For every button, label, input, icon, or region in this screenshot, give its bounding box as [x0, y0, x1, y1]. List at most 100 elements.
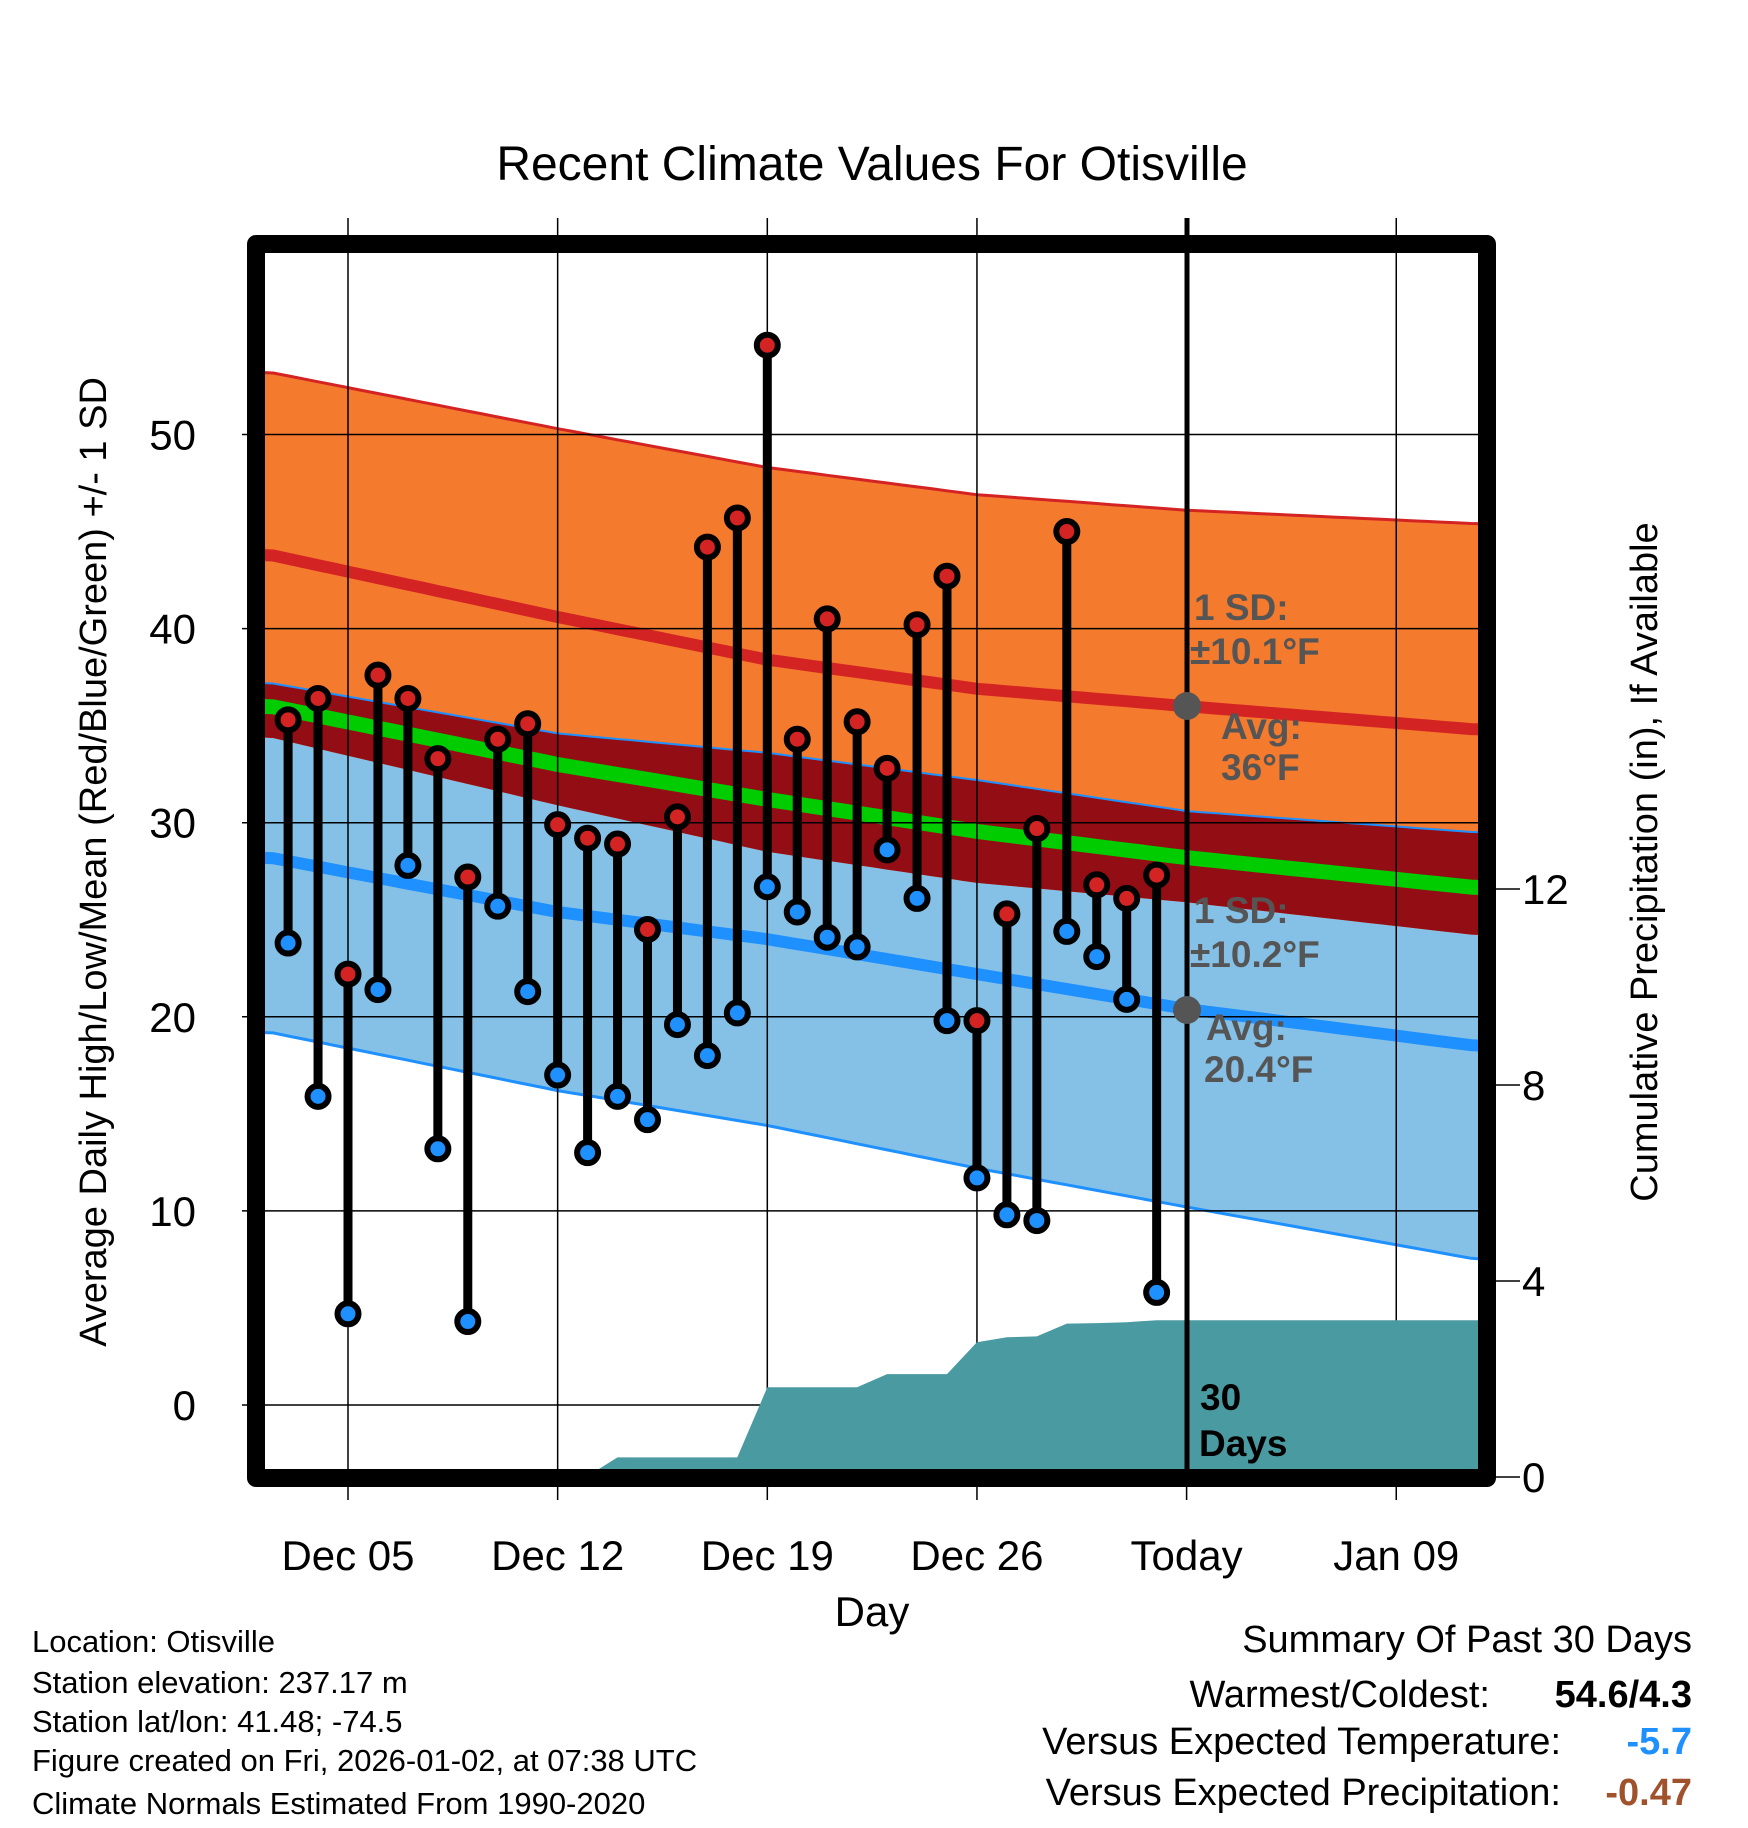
low-temp-point — [394, 851, 422, 879]
low-temp-point — [634, 1106, 661, 1134]
chart-title: Recent Climate Values For Otisville — [496, 138, 1247, 191]
annotations: 1 SD: ±10.1°F Avg: 36°F 1 SD: ±10.2°F Av… — [1173, 587, 1320, 1464]
x-tick-label: Dec 05 — [281, 1532, 414, 1579]
low-avg-value: 20.4°F — [1204, 1049, 1313, 1090]
low-temp-point — [963, 1164, 991, 1192]
y-tick-label: 30 — [149, 800, 196, 847]
y-tick-label: 40 — [149, 606, 196, 653]
summary: Summary Of Past 30 Days Warmest/Coldest:… — [1042, 1619, 1692, 1814]
precip-fill — [598, 1320, 1478, 1469]
high-upper-sd-line — [265, 371, 1478, 526]
station-info: Location: Otisville Station elevation: 2… — [32, 1624, 697, 1821]
low-temp-point — [693, 1042, 721, 1070]
low-temp-point — [783, 898, 811, 926]
low-temp-point — [903, 884, 931, 912]
x-tick-label: Dec 19 — [701, 1532, 834, 1579]
normal-bands — [265, 371, 1478, 1261]
high-temp-point — [424, 745, 452, 773]
low-temp-point — [1113, 985, 1141, 1013]
high-avg-line — [265, 549, 1478, 736]
low-temp-point — [663, 1011, 691, 1039]
axes: 0 10 20 30 40 50 0 4 8 12 Dec 05 Dec 12 Dec 19 Dec 26… — [149, 412, 1568, 1580]
y2-tick-label: 12 — [1522, 866, 1569, 913]
high-temp-point — [1143, 861, 1171, 889]
high-temp-point — [304, 684, 332, 712]
temp-departure-value: -5.7 — [1627, 1721, 1692, 1763]
temp-departure-label: Versus Expected Temperature: — [1042, 1721, 1561, 1763]
x-axis-label: Day — [835, 1588, 910, 1635]
low-temp-point — [304, 1082, 332, 1110]
low-temp-point — [843, 933, 871, 961]
y-tick-label: 50 — [149, 412, 196, 459]
low-temp-point — [933, 1007, 961, 1035]
y2-tick-label: 0 — [1522, 1454, 1545, 1501]
elevation-text: Station elevation: 237.17 m — [32, 1665, 408, 1700]
high-temp-point — [1113, 884, 1141, 912]
high-avg-value: 36°F — [1221, 747, 1300, 788]
low-temp-point — [1023, 1207, 1051, 1235]
mean-line — [265, 698, 1478, 895]
low-temp-point — [1143, 1278, 1171, 1306]
high-temp-point — [693, 533, 721, 561]
high-avg-label: Avg: — [1221, 706, 1302, 747]
plot-frame — [247, 235, 1496, 1487]
high-temp-point — [544, 811, 572, 839]
precip-departure-value: -0.47 — [1605, 1772, 1692, 1814]
high-temp-point — [723, 504, 751, 532]
high-temp-point — [663, 803, 691, 831]
x-tick-label: Jan 09 — [1333, 1532, 1459, 1579]
low-temp-point — [454, 1308, 482, 1336]
normals-text: Climate Normals Estimated From 1990-2020 — [32, 1786, 645, 1821]
high-temp-point — [334, 960, 362, 988]
low-avg-marker — [1173, 996, 1201, 1024]
y2-tick-label: 4 — [1522, 1258, 1545, 1305]
high-temp-point — [514, 710, 542, 738]
high-temp-point — [1023, 815, 1051, 843]
low-temp-point — [514, 978, 542, 1006]
y-tick-label: 0 — [173, 1382, 196, 1429]
low-sd-value: ±10.2°F — [1190, 934, 1320, 975]
x-tick-label: Dec 12 — [491, 1532, 624, 1579]
high-sd-value: ±10.1°F — [1190, 631, 1320, 672]
latlon-text: Station lat/lon: 41.48; -74.5 — [32, 1704, 403, 1739]
precip-departure-label: Versus Expected Precipitation: — [1046, 1772, 1561, 1814]
high-temp-point — [364, 661, 392, 689]
high-temp-point — [813, 605, 841, 633]
y2-tick-label: 8 — [1522, 1062, 1545, 1109]
high-temp-point — [274, 706, 302, 734]
low-temp-point — [364, 976, 392, 1004]
high-temp-point — [1053, 518, 1081, 546]
high-temp-point — [1083, 871, 1111, 899]
warmest-coldest-value: 54.6/4.3 — [1555, 1674, 1692, 1716]
high-temp-point — [903, 611, 931, 639]
high-temp-point — [993, 900, 1021, 928]
low-temp-point — [574, 1139, 602, 1167]
high-temp-point — [783, 725, 811, 753]
y2-axis-label: Cumulative Precipitation (in), If Availa… — [1624, 522, 1666, 1201]
high-temp-point — [843, 708, 871, 736]
period-label-days: Days — [1199, 1423, 1287, 1464]
period-label-number: 30 — [1200, 1377, 1241, 1418]
high-temp-point — [574, 824, 602, 852]
precipitation-area — [598, 1320, 1478, 1469]
low-sd-label: 1 SD: — [1194, 890, 1289, 931]
y-tick-label: 10 — [149, 1188, 196, 1235]
high-sd-label: 1 SD: — [1194, 587, 1289, 628]
high-temp-point — [873, 754, 901, 782]
low-temp-point — [1053, 917, 1081, 945]
low-avg-label: Avg: — [1206, 1007, 1287, 1048]
high-temp-point — [753, 331, 781, 359]
warmest-coldest-label: Warmest/Coldest: — [1189, 1674, 1490, 1716]
x-tick-label: Today — [1131, 1532, 1243, 1579]
high-temp-point — [394, 684, 422, 712]
x-tick-label: Dec 26 — [910, 1532, 1043, 1579]
high-temp-point — [963, 1007, 991, 1035]
y-tick-label: 20 — [149, 994, 196, 1041]
location-text: Location: Otisville — [32, 1624, 275, 1659]
low-temp-point — [604, 1082, 632, 1110]
observations — [274, 331, 1171, 1336]
low-temp-point — [544, 1061, 572, 1089]
high-temp-point — [634, 915, 661, 943]
low-temp-point — [484, 892, 512, 920]
